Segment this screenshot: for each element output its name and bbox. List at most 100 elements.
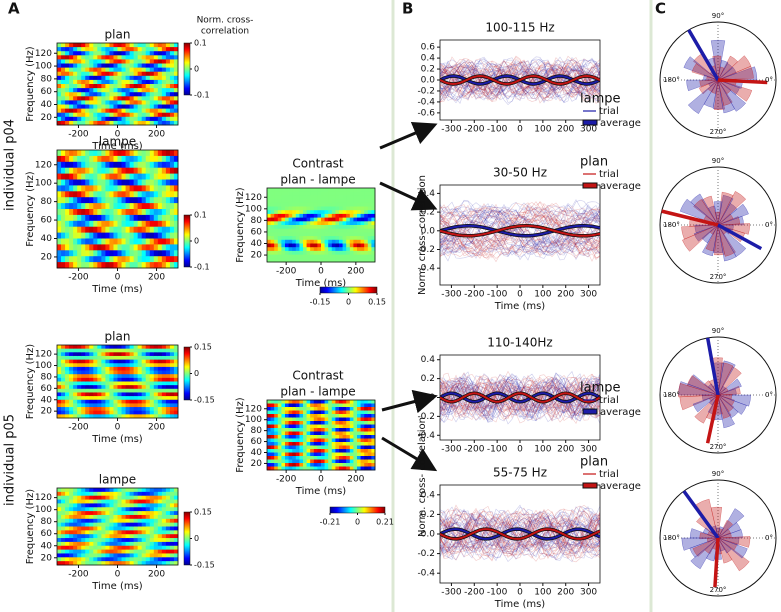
heatmap-cell — [73, 392, 78, 397]
heatmap-cell — [310, 414, 315, 418]
trace-title: 100-115 Hz — [485, 21, 554, 35]
heatmap-cell — [93, 79, 98, 85]
heatmap-cell — [77, 55, 82, 60]
heatmap-cell — [129, 359, 135, 364]
heatmap-cell — [141, 488, 147, 493]
heatmap-cell — [173, 403, 179, 408]
heatmap-cell — [367, 431, 372, 436]
heatmap-cell — [169, 79, 175, 85]
heatmap-cell — [109, 55, 114, 60]
heatmap-cell — [153, 385, 159, 390]
heatmap-cell — [288, 228, 293, 233]
heatmap-cell — [306, 254, 311, 259]
heatmap-cell — [367, 449, 372, 453]
heatmap-cell — [331, 199, 336, 204]
heatmap-cell — [310, 188, 315, 193]
heatmap-cell — [285, 407, 289, 411]
heatmap-cell — [335, 435, 340, 439]
heatmap-cell — [105, 511, 110, 516]
heatmap-cell — [89, 407, 94, 412]
heatmap-cell — [125, 388, 130, 393]
heatmap-cell — [349, 210, 354, 215]
heatmap-cell — [141, 381, 147, 386]
heatmap-cell — [89, 116, 94, 122]
heatmap-cell — [125, 150, 130, 157]
heatmap-cell — [65, 173, 70, 180]
average-trace — [440, 392, 600, 403]
heatmap-cell — [145, 51, 151, 56]
heatmap-cell — [121, 514, 126, 520]
heatmap-cell — [331, 421, 336, 425]
heatmap-cell — [85, 155, 90, 163]
heatmap-cell — [93, 403, 98, 408]
heatmap-cell — [281, 202, 286, 207]
heatmap-cell — [145, 59, 151, 64]
heatmap-cell — [61, 226, 66, 233]
heatmap-cell — [145, 545, 151, 550]
heatmap-cell — [133, 522, 139, 527]
heatmap-cell — [105, 491, 110, 497]
heatmap-cell — [285, 438, 289, 443]
heatmap-cell — [77, 518, 82, 524]
heatmap-cell — [364, 239, 369, 244]
x-tick-label: 200 — [148, 130, 165, 140]
heatmap-cell — [121, 534, 126, 539]
heatmap-cell — [161, 545, 167, 550]
trial-trace — [440, 64, 600, 97]
heatmap-cell — [165, 71, 171, 77]
average-trace — [440, 74, 600, 86]
trial-trace — [440, 206, 600, 257]
heatmap-cell — [105, 88, 110, 93]
heatmap-cell — [81, 399, 86, 404]
heatmap-cell — [65, 104, 70, 109]
heatmap-cell — [89, 100, 94, 105]
heatmap-cell — [324, 258, 329, 263]
heatmap-cell — [173, 59, 179, 64]
heatmap-cell — [303, 199, 307, 204]
y-tick-label: 60 — [251, 227, 263, 237]
heatmap-cell — [81, 363, 86, 368]
heatmap-cell — [157, 403, 163, 408]
y-tick-label: 60 — [41, 87, 53, 97]
heatmap-cell — [295, 210, 300, 215]
heatmap-cell — [141, 67, 147, 73]
heatmap-cell — [339, 221, 343, 226]
heatmap-cell — [321, 431, 325, 436]
heatmap-cell — [97, 545, 102, 550]
heatmap-cell — [133, 75, 139, 81]
heatmap-cell — [295, 466, 300, 471]
heatmap-cell — [149, 238, 155, 245]
heatmap-cell — [161, 209, 167, 216]
heatmap-cell — [281, 217, 286, 222]
heatmap-cell — [303, 254, 307, 259]
heatmap-cell — [303, 221, 307, 226]
heatmap-cell — [149, 43, 155, 48]
heatmap-cell — [69, 226, 74, 233]
heatmap-cell — [149, 363, 155, 368]
heatmap-cell — [324, 188, 329, 193]
heatmap-cell — [113, 55, 118, 60]
colorbar-tick-label: 0 — [194, 237, 199, 246]
heatmap-cell — [349, 243, 354, 248]
heatmap-cell — [69, 63, 74, 68]
heatmap-cell — [137, 381, 143, 386]
heatmap-cell — [137, 226, 143, 233]
heatmap-cell — [288, 417, 293, 422]
heatmap-cell — [306, 407, 311, 411]
y-tick-label: -0.4 — [417, 97, 435, 107]
heatmap-cell — [267, 410, 271, 415]
rose-bar — [704, 537, 719, 555]
heatmap-cell — [105, 220, 110, 228]
colorbar-tick-label: -0.15 — [310, 298, 331, 307]
heatmap-cell — [133, 209, 139, 216]
heatmap-cell — [73, 92, 78, 97]
heatmap-cell — [69, 511, 74, 516]
heatmap-cell — [85, 112, 90, 118]
heatmap-cell — [161, 47, 167, 52]
heatmap-cell — [141, 108, 147, 114]
heatmap-cell — [81, 203, 86, 210]
heatmap-cell — [81, 534, 86, 539]
heatmap-cell — [105, 67, 110, 73]
heatmap-cell — [313, 438, 318, 443]
heatmap-cell — [149, 100, 155, 105]
